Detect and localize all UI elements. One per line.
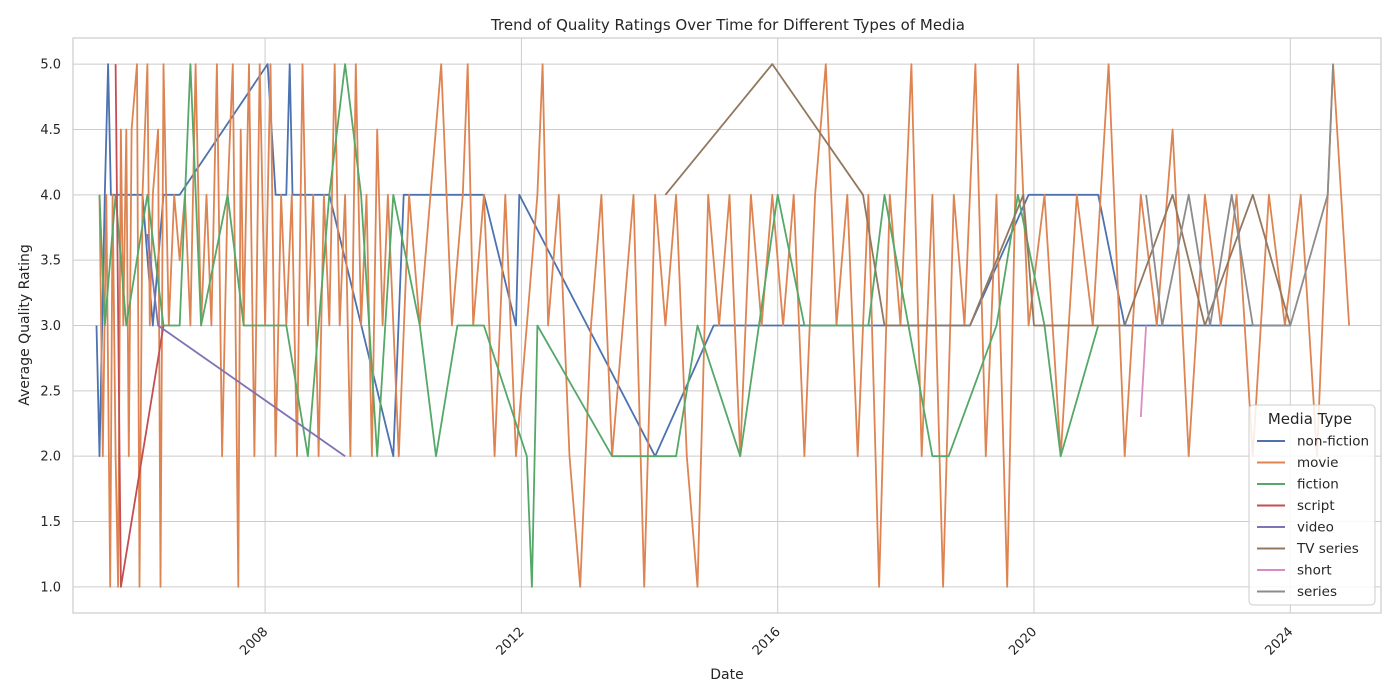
- legend-label: series: [1297, 584, 1337, 600]
- legend-label: fiction: [1297, 477, 1339, 493]
- plot-area: [72, 37, 1382, 614]
- legend-item-video: video: [1257, 520, 1334, 536]
- y-tick-label: 4.5: [40, 123, 61, 138]
- series-line-video: [146, 233, 346, 457]
- legend-title: Media Type: [1268, 410, 1352, 428]
- series-line-movie: [98, 63, 1350, 588]
- x-tick-label: 2008: [237, 625, 271, 659]
- series-line-series: [1145, 64, 1334, 327]
- y-tick-label: 2.5: [40, 384, 61, 399]
- y-tick-label: 1.5: [40, 515, 61, 530]
- legend-label: TV series: [1296, 541, 1359, 557]
- chart-title: Trend of Quality Ratings Over Time for D…: [490, 16, 965, 34]
- y-tick-label: 1.0: [40, 580, 61, 595]
- y-axis: 1.0 1.5 2.0 2.5 3.0 3.5 4.0 4.5 5.0: [40, 58, 61, 596]
- legend-box: [1248, 404, 1376, 606]
- x-axis-label: Date: [710, 667, 743, 683]
- y-tick-label: 3.5: [40, 254, 61, 269]
- y-tick-label: 2.0: [40, 450, 61, 465]
- legend-item-short: short: [1257, 563, 1332, 579]
- y-tick-label: 5.0: [40, 58, 61, 73]
- y-tick-label: 4.0: [40, 188, 61, 203]
- legend-label: script: [1297, 498, 1335, 514]
- y-tick-label: 3.0: [40, 319, 61, 334]
- x-tick-label: 2020: [1006, 625, 1040, 659]
- legend-item-movie: movie: [1257, 455, 1338, 471]
- legend: Media Type non-fiction movie fiction script…: [1248, 404, 1376, 606]
- legend-item-series: series: [1257, 584, 1337, 600]
- legend-label: video: [1297, 520, 1334, 536]
- legend-item-tv-series: TV series: [1257, 541, 1359, 557]
- series-group: [95, 63, 1350, 588]
- legend-item-script: script: [1257, 498, 1335, 514]
- legend-item-fiction: fiction: [1257, 477, 1339, 493]
- y-axis-label: Average Quality Rating: [17, 244, 33, 406]
- x-tick-label: 2016: [750, 625, 784, 659]
- series-line-script: [114, 64, 165, 588]
- x-tick-label: 2012: [494, 625, 528, 659]
- series-line-short: [1139, 325, 1147, 418]
- legend-label: movie: [1297, 455, 1338, 471]
- x-axis: 2008 2012 2016 2020 2024: [237, 625, 1296, 659]
- legend-label: short: [1297, 563, 1332, 579]
- x-tick-label: 2024: [1262, 625, 1296, 659]
- legend-label: non-fiction: [1297, 434, 1369, 450]
- legend-item-non-fiction: non-fiction: [1257, 434, 1369, 450]
